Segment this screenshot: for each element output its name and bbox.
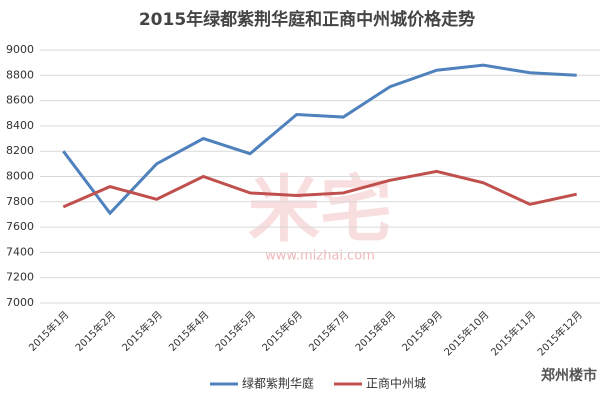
- y-tick-label: 7600: [6, 220, 34, 233]
- y-tick-label: 7800: [6, 195, 34, 208]
- series-line: [62, 169, 577, 209]
- watermark: 米宅: [248, 168, 392, 252]
- x-tick-label: 2015年1月: [26, 308, 72, 354]
- source: 郑州楼市: [541, 367, 597, 384]
- y-tick-label: 7400: [6, 245, 34, 258]
- x-tick-label: 2015年9月: [399, 308, 445, 354]
- y-tick-label: 7200: [6, 271, 34, 284]
- y-tick-label: 8000: [6, 170, 34, 183]
- x-tick-label: 2015年10月: [441, 308, 491, 358]
- watermark-url: www.mizhai.com: [265, 249, 375, 264]
- y-tick-label: 8800: [6, 68, 34, 81]
- y-tick-label: 8600: [6, 94, 34, 107]
- x-tick-label: 2015年8月: [352, 308, 398, 354]
- legend-label: 正商中州城: [366, 376, 426, 391]
- y-tick-label: 8400: [6, 119, 34, 132]
- y-tick-label: 7000: [6, 296, 34, 309]
- x-tick-label: 2015年12月: [535, 308, 585, 358]
- chart-title: 2015年绿都紫荆华庭和正商中州城价格走势: [139, 9, 475, 30]
- y-tick-label: 9000: [6, 43, 34, 56]
- series-line: [62, 63, 577, 216]
- x-tick-label: 2015年7月: [306, 308, 352, 354]
- x-tick-label: 2015年6月: [259, 308, 305, 354]
- x-tick-label: 2015年3月: [119, 308, 165, 354]
- x-tick-label: 2015年11月: [488, 308, 538, 358]
- x-tick-label: 2015年5月: [212, 308, 258, 354]
- x-tick-label: 2015年4月: [166, 308, 212, 354]
- x-tick-label: 2015年2月: [72, 308, 118, 354]
- y-tick-label: 8200: [6, 144, 34, 157]
- legend-label: 绿都紫荆华庭: [242, 376, 314, 391]
